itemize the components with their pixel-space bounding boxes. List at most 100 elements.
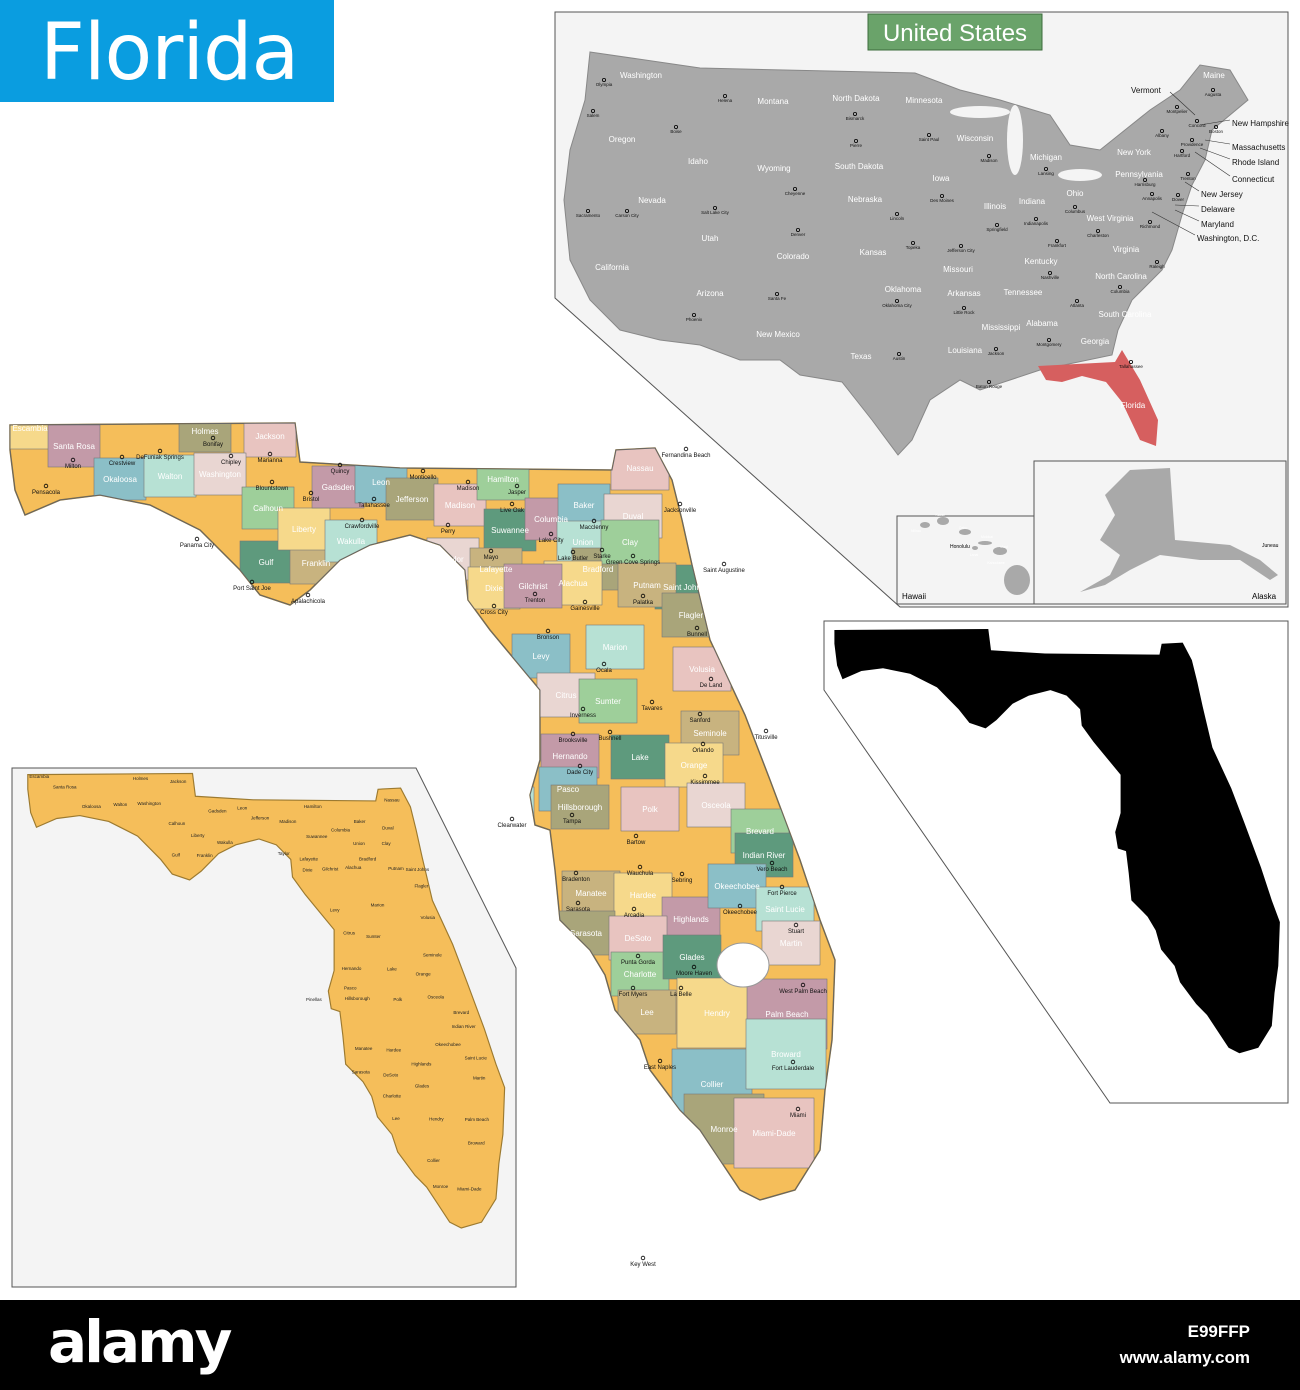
county-region[interactable] bbox=[143, 454, 197, 498]
county-label: Monroe bbox=[710, 1125, 738, 1134]
county-region[interactable] bbox=[503, 563, 563, 609]
county-region[interactable] bbox=[600, 519, 660, 565]
city-marker-icon bbox=[1176, 192, 1181, 197]
outline-county-label: Madison bbox=[279, 819, 297, 824]
capital-label: Topeka bbox=[906, 245, 921, 250]
city-marker-icon bbox=[1073, 204, 1078, 209]
island-label: Maui bbox=[1000, 545, 1008, 549]
callout-leader-line bbox=[1184, 181, 1200, 192]
city-marker-icon bbox=[582, 599, 588, 605]
county-region[interactable] bbox=[557, 483, 611, 527]
city-marker-icon bbox=[679, 871, 685, 877]
state-label: Montana bbox=[757, 97, 789, 106]
county-label: Union bbox=[573, 538, 594, 547]
city-marker-icon bbox=[599, 547, 605, 553]
capital-label: Madison bbox=[980, 158, 998, 163]
city-label: Moore Haven bbox=[676, 971, 712, 977]
city-marker-icon bbox=[895, 298, 900, 303]
city-marker-icon bbox=[1143, 177, 1148, 182]
outline-county-label: Walton bbox=[113, 802, 127, 807]
state-label: Oklahoma bbox=[885, 285, 922, 294]
outline-county-label: Wakulla bbox=[217, 840, 233, 845]
capital-label: Austin bbox=[893, 356, 906, 361]
city-label: Ocala bbox=[596, 668, 612, 674]
county-region[interactable] bbox=[585, 624, 645, 670]
state-label: Kansas bbox=[860, 248, 887, 257]
county-region[interactable] bbox=[745, 1018, 827, 1090]
capital-label: Carson City bbox=[615, 213, 639, 218]
county-region[interactable] bbox=[662, 934, 722, 980]
city-marker-icon bbox=[713, 205, 718, 210]
state-label: Michigan bbox=[1030, 153, 1062, 162]
outline-county-label: Putnam bbox=[388, 866, 404, 871]
outline-county-label: Glades bbox=[415, 1084, 430, 1089]
outline-county-label: Bradford bbox=[359, 857, 377, 862]
city-label: Fort Pierce bbox=[767, 891, 797, 897]
city-marker-icon bbox=[514, 483, 520, 489]
state-label: Nebraska bbox=[848, 195, 883, 204]
city-label: Inverness bbox=[570, 713, 596, 719]
city-marker-icon bbox=[308, 490, 314, 496]
county-region[interactable] bbox=[610, 734, 670, 780]
state-label: Nevada bbox=[638, 196, 666, 205]
county-label: Saint Lucie bbox=[765, 905, 805, 914]
county-label: Sarasota bbox=[570, 929, 603, 938]
county-region[interactable] bbox=[664, 742, 724, 788]
county-region[interactable] bbox=[561, 870, 621, 916]
county-label: Palm Beach bbox=[765, 1010, 808, 1019]
county-region[interactable] bbox=[385, 477, 439, 521]
city-label: Sanford bbox=[689, 718, 710, 724]
outline-county-label: Clay bbox=[382, 841, 392, 846]
capital-label: Lansing bbox=[1038, 171, 1054, 176]
county-label: Baker bbox=[574, 501, 595, 510]
state-callout-label: New Hampshire bbox=[1232, 119, 1289, 128]
outline-county-label: Dixie bbox=[302, 868, 312, 873]
state-label: Arkansas bbox=[947, 289, 980, 298]
county-region[interactable] bbox=[550, 784, 610, 830]
outline-county-label: Jackson bbox=[170, 779, 187, 784]
city-marker-icon bbox=[959, 243, 964, 248]
outline-county-label: Palm Beach bbox=[465, 1117, 490, 1122]
county-label: Wakulla bbox=[337, 537, 366, 546]
callout-leader-line bbox=[1174, 204, 1200, 207]
county-region[interactable] bbox=[620, 786, 680, 832]
county-region[interactable] bbox=[676, 977, 758, 1049]
city-label: Vero Beach bbox=[756, 867, 787, 873]
outline-county-label: Hillsborough bbox=[345, 996, 371, 1001]
city-label: Crestview bbox=[109, 461, 136, 467]
state-label: North Dakota bbox=[832, 94, 880, 103]
city-marker-icon bbox=[800, 982, 806, 988]
county-region[interactable] bbox=[47, 424, 101, 468]
county-label: DeSoto bbox=[625, 934, 652, 943]
county-region[interactable] bbox=[243, 415, 297, 458]
great-lakes bbox=[950, 105, 1102, 181]
county-region[interactable] bbox=[761, 920, 821, 966]
outline-county-label: Columbia bbox=[331, 827, 351, 832]
county-label: Manatee bbox=[575, 889, 607, 898]
county-region[interactable] bbox=[193, 452, 247, 496]
city-label: Titusville bbox=[754, 735, 778, 741]
city-label: Jasper bbox=[508, 490, 526, 496]
outline-county-label: Hendry bbox=[429, 1116, 444, 1121]
callout-leader-line bbox=[1174, 209, 1200, 222]
city-marker-icon bbox=[674, 125, 679, 130]
capital-label: Santa Fe bbox=[768, 296, 787, 301]
alaska-label: Alaska bbox=[1252, 592, 1277, 601]
county-region[interactable] bbox=[733, 1097, 815, 1169]
outline-county-label: Suwannee bbox=[306, 834, 328, 839]
state-label: Wyoming bbox=[757, 164, 790, 173]
county-region[interactable] bbox=[93, 457, 147, 501]
outline-county-label: Nassau bbox=[384, 798, 400, 803]
capital-label: Phoenix bbox=[686, 317, 703, 322]
city-label: Saint Augustine bbox=[703, 568, 745, 574]
county-label: Washington bbox=[199, 470, 241, 479]
county-region[interactable] bbox=[178, 410, 232, 453]
state-label: Mississippi bbox=[982, 323, 1021, 332]
city-marker-icon bbox=[1118, 284, 1123, 289]
capital-label: Nashville bbox=[1041, 275, 1060, 280]
city-label: Bunnell bbox=[687, 632, 707, 638]
county-region[interactable] bbox=[578, 678, 638, 724]
outline-county-label: Duval bbox=[382, 826, 394, 831]
county-region[interactable] bbox=[277, 507, 331, 551]
outline-county-label: Gilchrist bbox=[322, 867, 339, 872]
